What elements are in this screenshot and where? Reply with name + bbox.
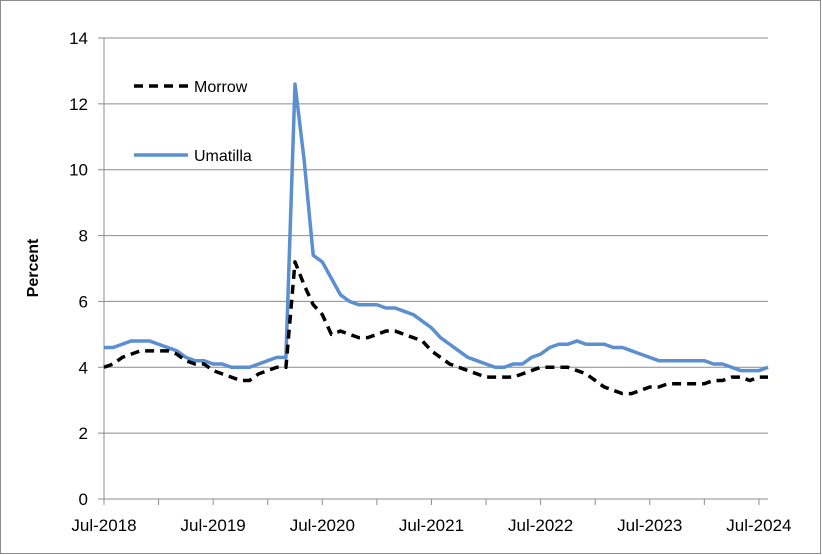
y-tick-label: 6 xyxy=(79,292,88,311)
x-tick-label: Jul-2023 xyxy=(617,516,682,535)
legend-label-morrow: Morrow xyxy=(194,79,248,96)
x-tick-label: Jul-2018 xyxy=(71,516,136,535)
legend: Morrow Umatilla xyxy=(134,79,252,165)
y-tick-label: 12 xyxy=(69,95,88,114)
series-line-morrow xyxy=(103,260,768,396)
y-tick-label: 10 xyxy=(69,161,88,180)
y-tick-label: 0 xyxy=(79,490,88,509)
x-tick-label: Jul-2019 xyxy=(181,516,246,535)
series-line-umatilla xyxy=(104,82,769,373)
x-tick-label: Jul-2022 xyxy=(508,516,573,535)
x-tick-label: Jul-2020 xyxy=(290,516,355,535)
x-tick-label: Jul-2021 xyxy=(399,516,464,535)
x-tick-label: Jul-2024 xyxy=(726,516,791,535)
y-tick-label: 8 xyxy=(79,227,88,246)
y-tick-label: 14 xyxy=(69,29,88,48)
y-tick-label: 4 xyxy=(79,358,88,377)
gridlines xyxy=(104,37,768,434)
y-tick-label: 2 xyxy=(79,424,88,443)
y-axis-title: Percent xyxy=(25,238,42,297)
legend-label-umatilla: Umatilla xyxy=(194,148,252,165)
series-lines xyxy=(103,82,769,396)
axes: 0 2 4 6 8 10 12 14 Jul-2018 Jul-2019 Jul-2020 Jul-2… xyxy=(69,29,791,535)
